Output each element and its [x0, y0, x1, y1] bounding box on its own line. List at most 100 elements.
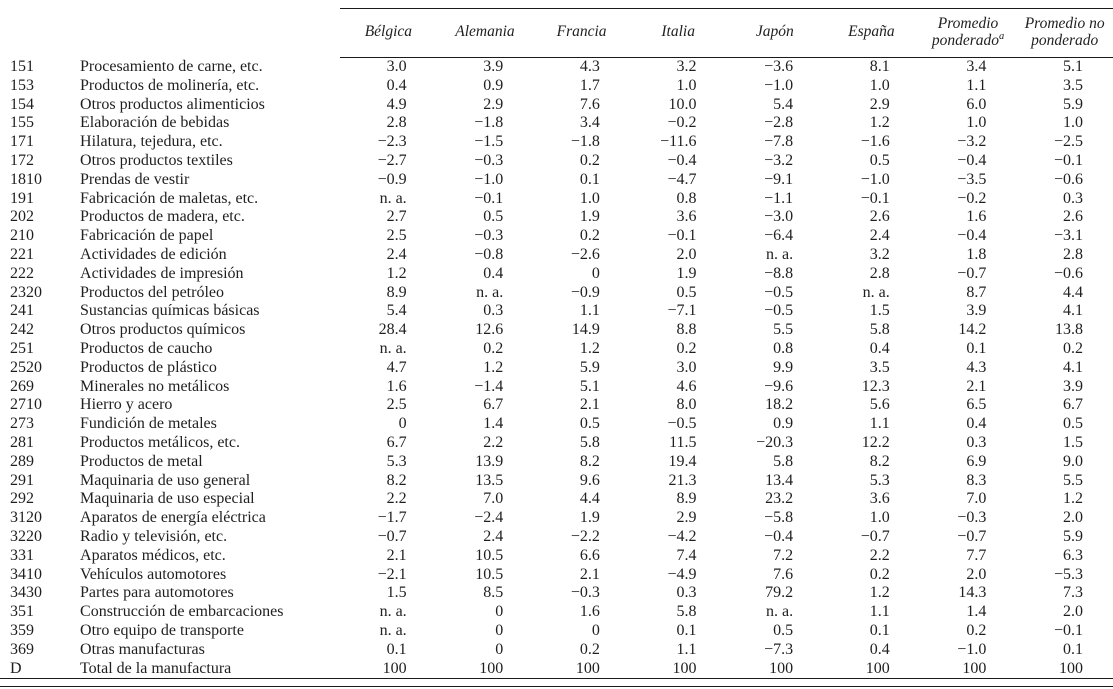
table-row: 331 Aparatos médicos, etc. 2.1 10.5 6.6 7.4… — [0, 547, 1113, 566]
row-value: 8.2 — [386, 471, 407, 489]
row-code: 172 — [10, 151, 34, 169]
row-value: 4.4 — [579, 490, 600, 508]
row-value: 5.9 — [1063, 95, 1083, 113]
row-label: Otros productos químicos — [80, 321, 246, 339]
row-value: 1.5 — [869, 302, 890, 320]
row-value: 12.3 — [861, 377, 890, 395]
row-code: 155 — [10, 114, 34, 132]
row-value: −11.6 — [660, 133, 697, 151]
row-value: 1.1 — [869, 603, 890, 621]
row-value: −1.0 — [474, 170, 504, 188]
row-value: 0.2 — [1063, 339, 1083, 357]
code-column-header — [0, 9, 80, 58]
row-value: −3.5 — [957, 170, 987, 188]
row-value: 100 — [340, 659, 437, 680]
row-value: −2.8 — [764, 114, 794, 132]
row-value: 18.2 — [765, 396, 794, 414]
row-value: −1.7 — [377, 509, 407, 527]
row-value: 8.9 — [386, 283, 407, 301]
row-value: 5.3 — [869, 471, 890, 489]
row-value: 1.1 — [966, 76, 987, 94]
table-row: 3120 Aparatos de energía eléctrica −1.7 −… — [0, 509, 1113, 528]
row-label: Actividades de impresión — [80, 264, 244, 282]
table-row: 1810 Prendas de vestir −0.9 −1.0 0.1 −4.7 −9… — [0, 171, 1113, 190]
row-value: 6.3 — [1063, 546, 1083, 564]
row-value: 0.9 — [773, 415, 794, 433]
row-value: 21.3 — [668, 471, 697, 489]
row-label: Productos de madera, etc. — [80, 208, 245, 226]
row-value: 3.4 — [579, 114, 600, 132]
row-value: n. a. — [379, 339, 407, 357]
row-code: 2520 — [10, 358, 42, 376]
row-value: 8.7 — [966, 283, 987, 301]
table-row: 151 Procesamiento de carne, etc. 3.0 3.9 4… — [0, 58, 1113, 77]
row-value: 1.4 — [966, 603, 987, 621]
row-value: 2.9 — [676, 509, 697, 527]
row-code: 3410 — [10, 565, 42, 583]
column-header: Bélgica — [340, 8, 437, 58]
row-value: 6.0 — [966, 95, 987, 113]
row-value: 13.5 — [475, 471, 504, 489]
row-value: 0 — [495, 603, 504, 621]
row-value: 2.1 — [966, 377, 987, 395]
row-code: 222 — [10, 264, 34, 282]
row-value: 0.1 — [869, 621, 890, 639]
row-value: 0.2 — [966, 621, 987, 639]
row-value: 0.2 — [579, 151, 600, 169]
row-value: −1.8 — [474, 114, 504, 132]
row-value: 0.4 — [386, 76, 407, 94]
row-value: −1.1 — [764, 189, 794, 207]
row-value: 7.6 — [773, 565, 794, 583]
row-value: 8.2 — [869, 452, 890, 470]
row-value: 2.4 — [386, 245, 407, 263]
table-row: 281 Productos metálicos, etc. 6.7 2.2 5.8 1… — [0, 434, 1113, 453]
row-code: 151 — [10, 57, 34, 75]
table-row: 210 Fabricación de papel 2.5 −0.3 0.2 −0.1 −… — [0, 227, 1113, 246]
row-value: −0.9 — [377, 170, 407, 188]
table-row: 359 Otro equipo de transporte n. a. 0 0 0.1… — [0, 622, 1113, 641]
row-code: 273 — [10, 415, 34, 433]
row-value: −0.3 — [957, 509, 987, 527]
column-header: Promedio ponderadoa — [919, 8, 1017, 58]
row-value: 0.9 — [483, 76, 504, 94]
row-value: 2.5 — [386, 396, 407, 414]
row-value: 8.0 — [676, 396, 697, 414]
row-value: −0.7 — [860, 527, 890, 545]
row-value: −4.9 — [667, 565, 697, 583]
row-value: 9.0 — [1063, 452, 1083, 470]
row-value: 7.6 — [579, 95, 600, 113]
row-value: 5.1 — [1063, 58, 1083, 75]
row-label: Productos metálicos, etc. — [80, 433, 240, 451]
row-value: −0.7 — [957, 264, 987, 282]
row-value: −8.8 — [764, 264, 794, 282]
row-value: 100 — [919, 659, 1017, 680]
row-label: Otros productos textiles — [80, 151, 233, 169]
row-label: Prendas de vestir — [80, 170, 190, 188]
row-value: 7.0 — [966, 490, 987, 508]
row-value: 4.1 — [1063, 358, 1083, 376]
row-value: −2.1 — [377, 565, 407, 583]
row-value: −0.4 — [957, 227, 987, 245]
row-value: −0.5 — [764, 302, 794, 320]
row-value: 3.0 — [386, 58, 407, 75]
row-value: 4.7 — [386, 358, 407, 376]
row-label: Productos de metal — [80, 452, 203, 470]
row-value: 0 — [398, 415, 407, 433]
row-value: 0 — [591, 264, 600, 282]
table-row: 351 Construcción de embarcaciones n. a. 0… — [0, 603, 1113, 622]
row-value: −6.4 — [764, 227, 794, 245]
row-value: 2.0 — [966, 565, 987, 583]
row-value: −0.6 — [1053, 170, 1083, 188]
row-label: Otras manufacturas — [80, 640, 205, 658]
row-code: D — [0, 659, 81, 680]
row-value: 5.5 — [1063, 471, 1083, 489]
row-value: 79.2 — [765, 584, 794, 602]
row-value: −5.3 — [1053, 565, 1083, 583]
row-value: −2.5 — [1053, 133, 1083, 151]
row-value: −0.1 — [1053, 621, 1083, 639]
row-value: −1.0 — [860, 170, 890, 188]
row-value: −2.3 — [377, 133, 407, 151]
row-code: 210 — [10, 227, 34, 245]
row-value: 4.9 — [386, 95, 407, 113]
row-value: 5.8 — [773, 452, 794, 470]
